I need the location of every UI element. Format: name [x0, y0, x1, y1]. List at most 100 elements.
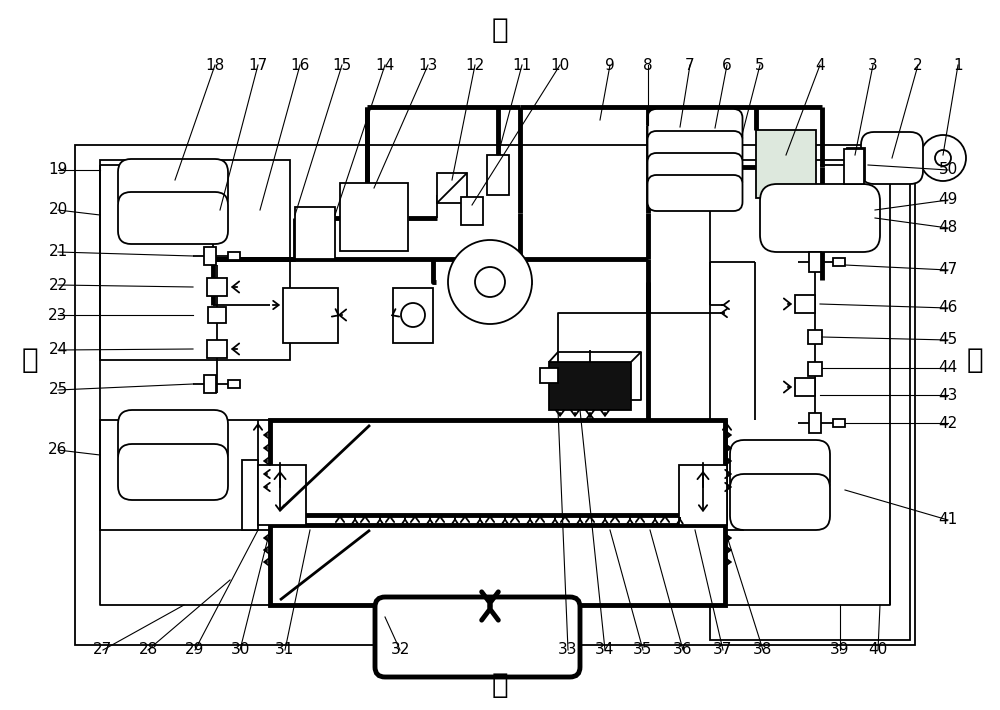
- FancyBboxPatch shape: [648, 109, 742, 145]
- FancyBboxPatch shape: [730, 440, 830, 496]
- Text: 19: 19: [48, 163, 68, 178]
- Bar: [100, 420, 290, 530]
- Bar: [833, 419, 845, 427]
- FancyBboxPatch shape: [861, 132, 923, 184]
- Text: 27: 27: [93, 643, 113, 657]
- Bar: [808, 362, 822, 376]
- Bar: [270, 420, 725, 515]
- Circle shape: [920, 135, 966, 181]
- FancyBboxPatch shape: [648, 153, 742, 189]
- Text: 7: 7: [685, 58, 695, 72]
- Bar: [75, 145, 915, 645]
- Text: 43: 43: [938, 388, 958, 403]
- Bar: [208, 307, 226, 323]
- Text: 28: 28: [138, 643, 158, 657]
- FancyBboxPatch shape: [118, 192, 228, 244]
- Bar: [340, 183, 408, 251]
- Bar: [207, 340, 227, 358]
- Text: 后: 后: [22, 346, 38, 374]
- Text: 17: 17: [248, 58, 268, 72]
- Text: 39: 39: [830, 643, 850, 657]
- FancyBboxPatch shape: [375, 597, 580, 677]
- Text: 38: 38: [753, 643, 773, 657]
- Bar: [393, 288, 433, 343]
- Bar: [756, 130, 816, 198]
- Bar: [795, 378, 815, 396]
- FancyBboxPatch shape: [648, 175, 742, 211]
- Text: 29: 29: [185, 643, 205, 657]
- Bar: [295, 207, 335, 259]
- Bar: [100, 160, 290, 360]
- Bar: [228, 252, 240, 260]
- Bar: [679, 465, 727, 525]
- Text: 3: 3: [868, 58, 878, 72]
- Text: 37: 37: [713, 643, 733, 657]
- Text: 22: 22: [48, 278, 68, 293]
- Bar: [844, 149, 864, 184]
- Text: 31: 31: [275, 643, 295, 657]
- Text: 23: 23: [48, 307, 68, 322]
- Text: 46: 46: [938, 300, 958, 315]
- Text: 25: 25: [48, 383, 68, 398]
- Bar: [833, 258, 845, 266]
- Circle shape: [448, 240, 532, 324]
- Text: 44: 44: [938, 361, 958, 376]
- Text: 右: 右: [492, 671, 508, 699]
- Circle shape: [401, 303, 425, 327]
- Text: 30: 30: [230, 643, 250, 657]
- Bar: [258, 465, 306, 525]
- Bar: [228, 380, 240, 388]
- Text: 15: 15: [332, 58, 352, 72]
- Circle shape: [935, 150, 951, 166]
- Text: 4: 4: [815, 58, 825, 72]
- Bar: [283, 288, 338, 343]
- Bar: [207, 278, 227, 296]
- Bar: [487, 155, 509, 195]
- Bar: [540, 368, 558, 383]
- Text: 32: 32: [390, 643, 410, 657]
- Text: 40: 40: [868, 643, 888, 657]
- Bar: [847, 148, 865, 180]
- FancyBboxPatch shape: [730, 474, 830, 530]
- Bar: [204, 375, 216, 393]
- FancyBboxPatch shape: [118, 159, 228, 211]
- FancyBboxPatch shape: [648, 131, 742, 167]
- Text: 12: 12: [465, 58, 485, 72]
- Text: 50: 50: [938, 163, 958, 178]
- Text: 5: 5: [755, 58, 765, 72]
- Text: 前: 前: [967, 346, 983, 374]
- Text: 36: 36: [673, 643, 693, 657]
- Text: 11: 11: [512, 58, 532, 72]
- Text: 21: 21: [48, 244, 68, 259]
- Bar: [242, 460, 258, 530]
- Text: 26: 26: [48, 442, 68, 457]
- Text: 16: 16: [290, 58, 310, 72]
- Bar: [809, 252, 821, 272]
- Text: 左: 左: [492, 16, 508, 44]
- Bar: [809, 413, 821, 433]
- Bar: [795, 295, 815, 313]
- Bar: [437, 173, 467, 203]
- Text: 10: 10: [550, 58, 570, 72]
- Text: 20: 20: [48, 202, 68, 217]
- Text: 49: 49: [938, 192, 958, 207]
- FancyBboxPatch shape: [118, 410, 228, 466]
- Bar: [727, 460, 743, 530]
- Text: 8: 8: [643, 58, 653, 72]
- Text: 34: 34: [595, 643, 615, 657]
- Text: 48: 48: [938, 221, 958, 236]
- Bar: [204, 247, 216, 265]
- Text: 2: 2: [913, 58, 923, 72]
- Text: 42: 42: [938, 415, 958, 430]
- Bar: [270, 525, 725, 605]
- FancyBboxPatch shape: [118, 444, 228, 500]
- Text: 18: 18: [205, 58, 225, 72]
- Bar: [808, 330, 822, 344]
- Text: 24: 24: [48, 342, 68, 358]
- Text: 6: 6: [722, 58, 732, 72]
- Text: 47: 47: [938, 263, 958, 278]
- Text: 33: 33: [558, 643, 578, 657]
- FancyBboxPatch shape: [760, 184, 880, 252]
- Text: 1: 1: [953, 58, 963, 72]
- Text: 9: 9: [605, 58, 615, 72]
